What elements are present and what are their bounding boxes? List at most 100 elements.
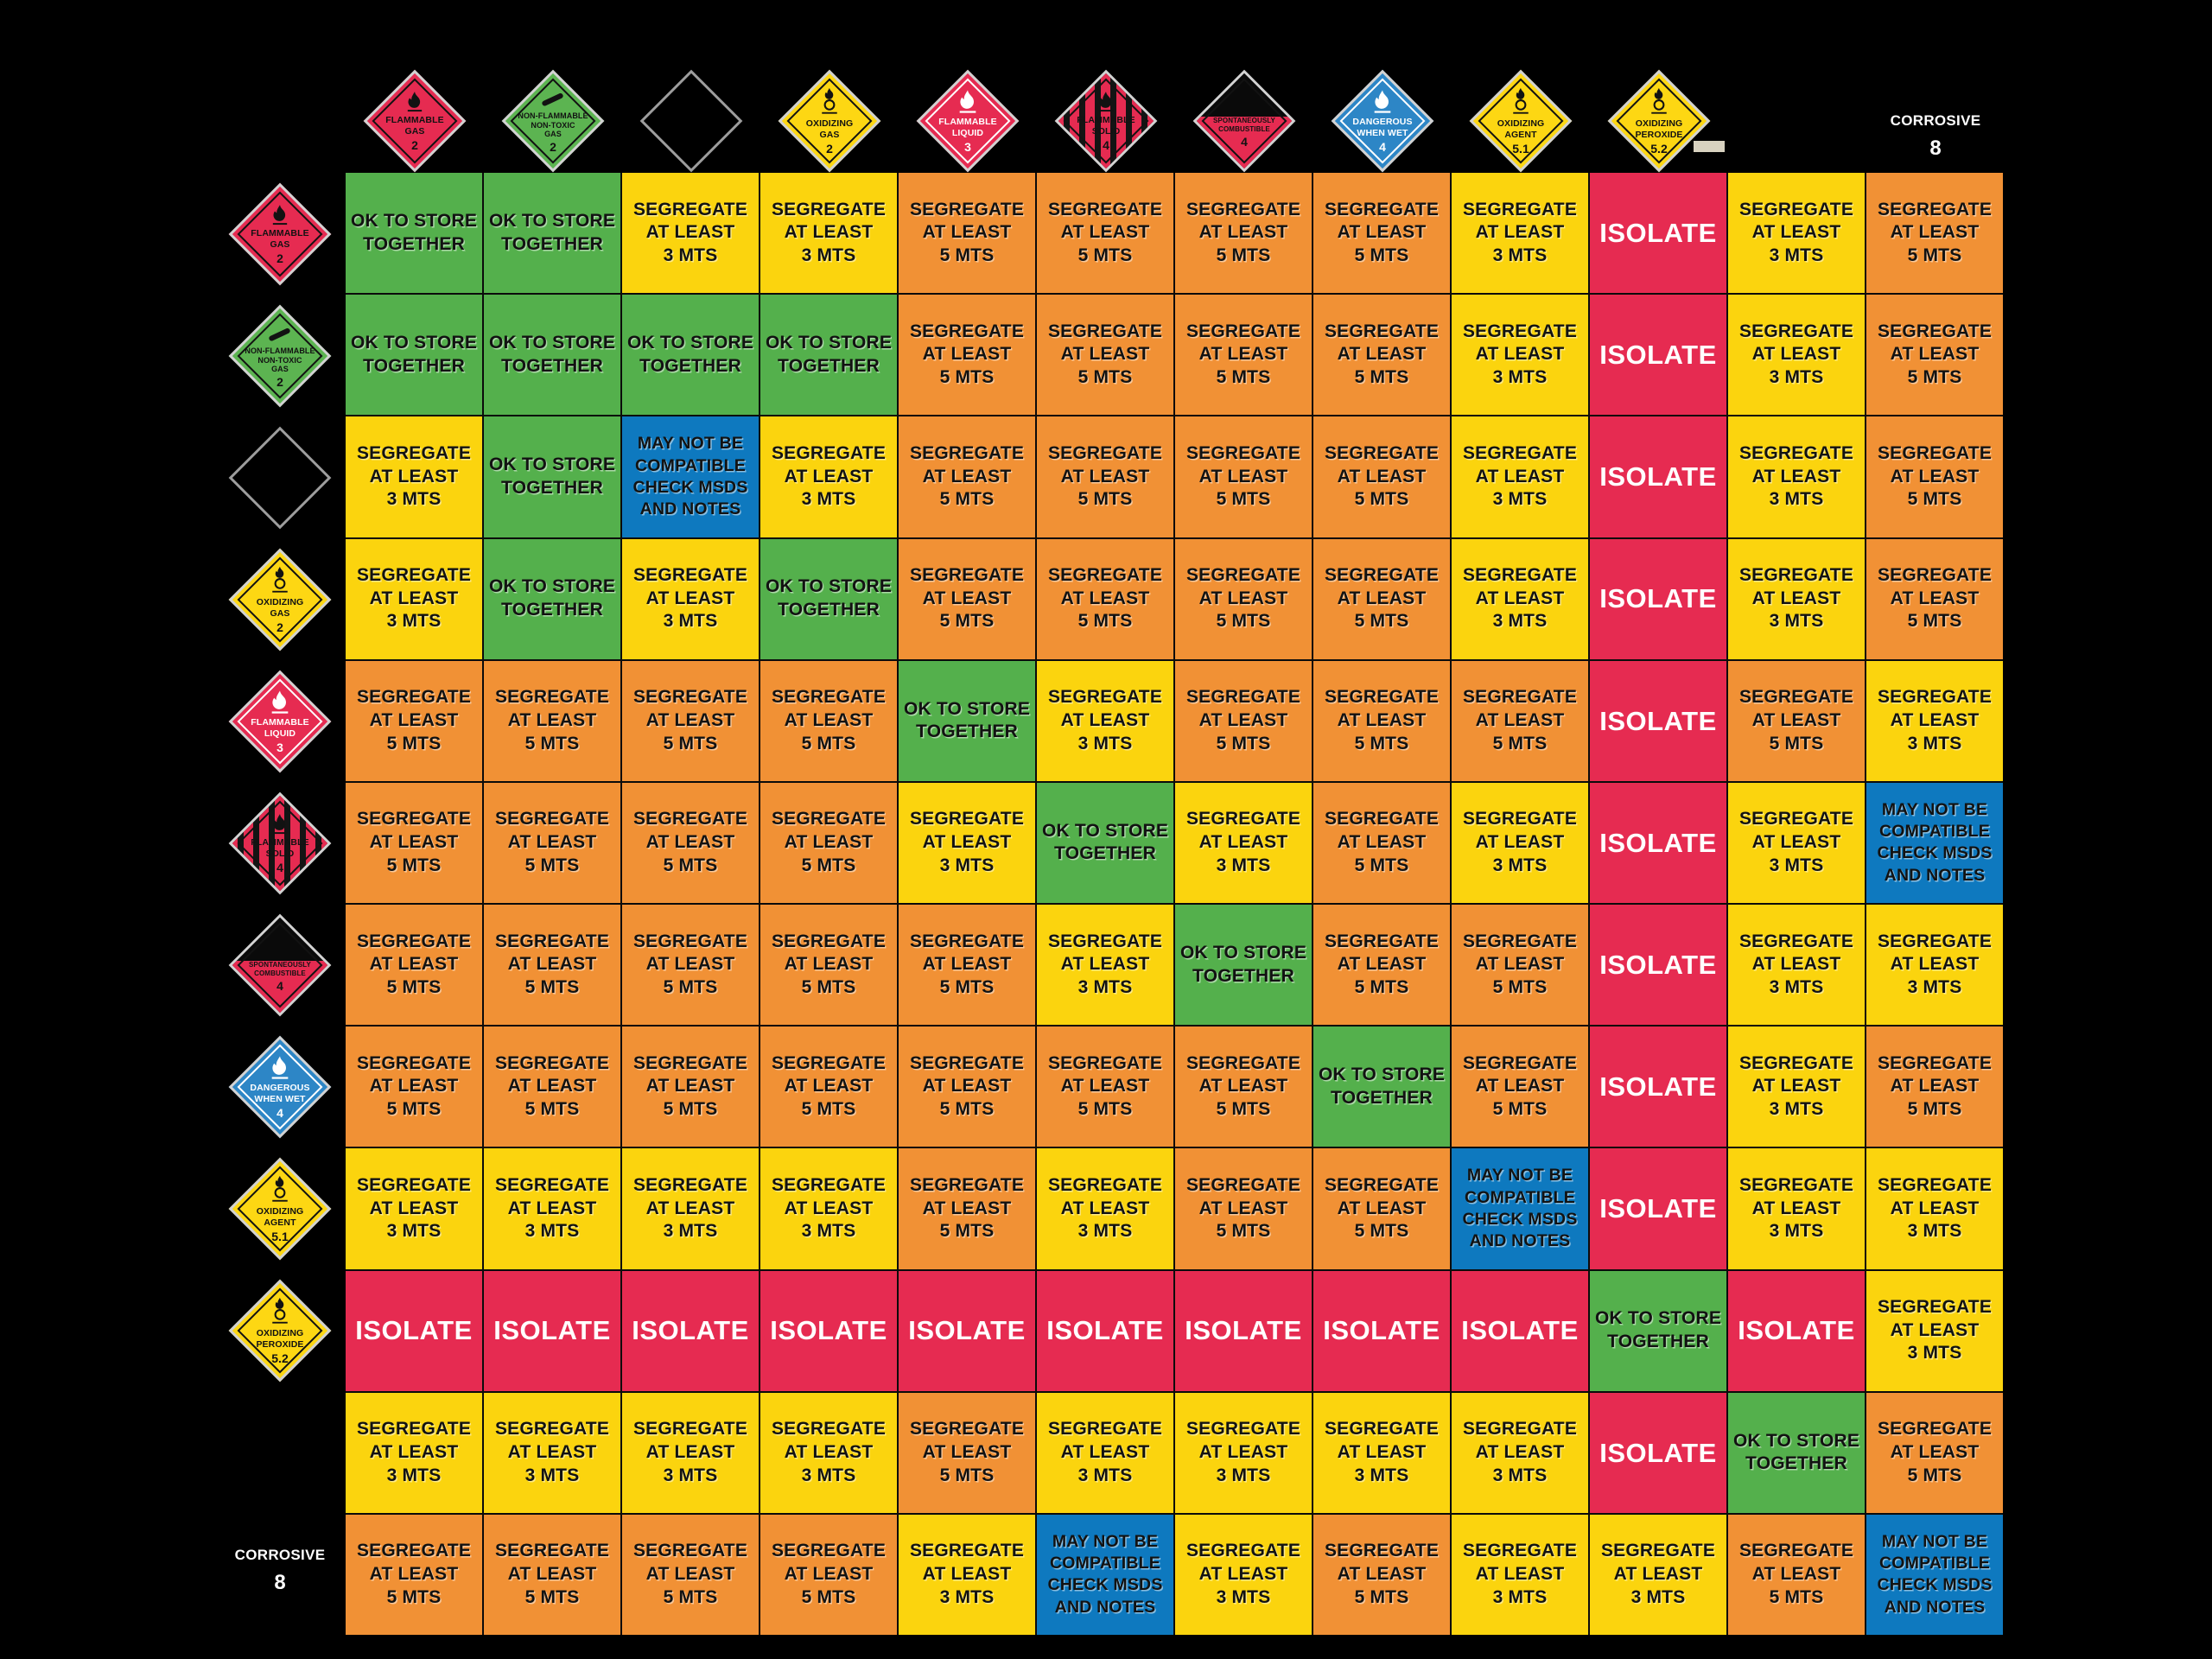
cell-r1c11-segregate-at-least-3-mts: SEGREGATE AT LEAST 3 MTS [1728,173,1865,294]
cell-r2c2-ok-to-store-together: OK TO STORE TOGETHER [484,295,620,416]
placard-class-number: 2 [826,141,833,156]
placard-face: NON-FLAMMABLE NON-TOXIC GAS 2 [229,304,332,407]
cell-r7c5-segregate-at-least-5-mts: SEGREGATE AT LEAST 5 MTS [899,905,1035,1026]
corrosive-label: CORROSIVE [1890,112,1981,129]
placard-label: OXIDIZING GAS [256,596,304,619]
placard-face: FLAMMABLE GAS 2 [229,182,332,285]
column-placard-oxidizing-agent: OXIDIZING AGENT 5.1 [1469,69,1573,173]
cell-r9c10-isolate: ISOLATE [1590,1148,1726,1269]
cell-r6c7-segregate-at-least-3-mts: SEGREGATE AT LEAST 3 MTS [1175,782,1312,903]
cell-r5c7-segregate-at-least-5-mts: SEGREGATE AT LEAST 5 MTS [1175,660,1312,781]
row-placard-flammable-liquid: FLAMMABLE LIQUID 3 [228,670,332,772]
cell-r6c1-segregate-at-least-5-mts: SEGREGATE AT LEAST 5 MTS [346,782,482,903]
cell-r1c9-segregate-at-least-3-mts: SEGREGATE AT LEAST 3 MTS [1452,173,1588,294]
flame-over-circle-icon [272,1297,288,1324]
cell-r3c12-segregate-at-least-5-mts: SEGREGATE AT LEAST 5 MTS [1866,416,2003,537]
cell-r6c11-segregate-at-least-3-mts: SEGREGATE AT LEAST 3 MTS [1728,782,1865,903]
placard-label: FLAMMABLE GAS [251,227,309,250]
cell-r7c12-segregate-at-least-3-mts: SEGREGATE AT LEAST 3 MTS [1866,905,2003,1026]
cell-r5c5-ok-to-store-together: OK TO STORE TOGETHER [899,660,1035,781]
cell-r3c11-segregate-at-least-3-mts: SEGREGATE AT LEAST 3 MTS [1728,416,1865,537]
row-placard-oxidizing-gas: OXIDIZING GAS 2 [228,548,332,651]
cell-r4c1-segregate-at-least-3-mts: SEGREGATE AT LEAST 3 MTS [346,538,482,659]
segregation-matrix: OK TO STORE TOGETHER OK TO STORE TOGETHER SE… [346,173,2003,1635]
column-placard-spontaneously-combustible: SPONTANEOUSLY COMBUSTIBLE 4 [1192,69,1296,173]
cell-r8c5-segregate-at-least-5-mts: SEGREGATE AT LEAST 5 MTS [899,1027,1035,1147]
placard-face: FLAMMABLE LIQUID 3 [917,70,1020,173]
gas-cylinder-icon [269,327,290,340]
cell-r12c2-segregate-at-least-5-mts: SEGREGATE AT LEAST 5 MTS [484,1514,620,1635]
cell-r3c4-segregate-at-least-3-mts: SEGREGATE AT LEAST 3 MTS [760,416,897,537]
cell-r9c3-segregate-at-least-3-mts: SEGREGATE AT LEAST 3 MTS [622,1148,759,1269]
cell-r11c4-segregate-at-least-3-mts: SEGREGATE AT LEAST 3 MTS [760,1392,897,1513]
cell-r1c10-isolate: ISOLATE [1590,173,1726,294]
cell-r10c12-segregate-at-least-3-mts: SEGREGATE AT LEAST 3 MTS [1866,1270,2003,1391]
cell-r5c10-isolate: ISOLATE [1590,660,1726,781]
cell-r10c9-isolate: ISOLATE [1452,1270,1588,1391]
placard-face: OXIDIZING PEROXIDE 5.2 [229,1279,332,1382]
cell-r3c8-segregate-at-least-5-mts: SEGREGATE AT LEAST 5 MTS [1313,416,1450,537]
placard-face: OXIDIZING PEROXIDE 5.2 [1608,70,1711,173]
column-placard-oxidizing-peroxide: OXIDIZING PEROXIDE 5.2 [1607,69,1711,173]
placard-label: OXIDIZING PEROXIDE [1635,118,1683,140]
cell-r4c6-segregate-at-least-5-mts: SEGREGATE AT LEAST 5 MTS [1037,538,1173,659]
column-placard-blank-black-placard [639,69,743,173]
cell-r5c11-segregate-at-least-5-mts: SEGREGATE AT LEAST 5 MTS [1728,660,1865,781]
cell-r4c2-ok-to-store-together: OK TO STORE TOGETHER [484,538,620,659]
cell-r10c2-isolate: ISOLATE [484,1270,620,1391]
cell-r1c4-segregate-at-least-3-mts: SEGREGATE AT LEAST 3 MTS [760,173,897,294]
cell-r1c5-segregate-at-least-5-mts: SEGREGATE AT LEAST 5 MTS [899,173,1035,294]
placard-class-number: 4 [1241,134,1248,149]
flame-over-circle-icon [822,88,837,115]
cell-r7c3-segregate-at-least-5-mts: SEGREGATE AT LEAST 5 MTS [622,905,759,1026]
row-placard-spontaneously-combustible: SPONTANEOUSLY COMBUSTIBLE 4 [228,913,332,1016]
cell-r12c8-segregate-at-least-5-mts: SEGREGATE AT LEAST 5 MTS [1313,1514,1450,1635]
cell-r12c7-segregate-at-least-3-mts: SEGREGATE AT LEAST 3 MTS [1175,1514,1312,1635]
cell-r9c5-segregate-at-least-5-mts: SEGREGATE AT LEAST 5 MTS [899,1148,1035,1269]
cell-r7c4-segregate-at-least-5-mts: SEGREGATE AT LEAST 5 MTS [760,905,897,1026]
flame-over-circle-icon [1651,88,1667,115]
flame-over-circle-icon [272,566,288,593]
flame-icon [1098,92,1114,112]
flame-over-circle-icon [272,1175,288,1202]
cell-r12c1-segregate-at-least-5-mts: SEGREGATE AT LEAST 5 MTS [346,1514,482,1635]
flame-icon [272,814,288,834]
gas-cylinder-icon [542,92,563,106]
flame-icon [271,1056,289,1079]
flame-icon [272,205,288,225]
placard-face: DANGEROUS WHEN WET 4 [1332,70,1434,173]
placard-label: OXIDIZING PEROXIDE [256,1327,304,1350]
cell-r2c11-segregate-at-least-3-mts: SEGREGATE AT LEAST 3 MTS [1728,295,1865,416]
cell-r9c8-segregate-at-least-5-mts: SEGREGATE AT LEAST 5 MTS [1313,1148,1450,1269]
cell-r2c8-segregate-at-least-5-mts: SEGREGATE AT LEAST 5 MTS [1313,295,1450,416]
corrosive-class-number: 8 [274,1571,286,1594]
placard-face: OXIDIZING GAS 2 [229,548,332,651]
corrosive-label: CORROSIVE [234,1547,326,1563]
row-placard-flammable-gas: FLAMMABLE GAS 2 [228,182,332,285]
placard-class-number: 3 [276,740,283,754]
cell-r8c1-segregate-at-least-5-mts: SEGREGATE AT LEAST 5 MTS [346,1027,482,1147]
cell-r8c8-ok-to-store-together: OK TO STORE TOGETHER [1313,1027,1450,1147]
cell-r9c2-segregate-at-least-3-mts: SEGREGATE AT LEAST 3 MTS [484,1148,620,1269]
cell-r12c11-segregate-at-least-5-mts: SEGREGATE AT LEAST 5 MTS [1728,1514,1865,1635]
placard-label: FLAMMABLE GAS [385,115,444,137]
cell-r6c6-ok-to-store-together: OK TO STORE TOGETHER [1037,782,1173,903]
placard-label: FLAMMABLE LIQUID [938,117,997,138]
placard-class-number: 5.1 [271,1229,289,1243]
cell-r9c7-segregate-at-least-5-mts: SEGREGATE AT LEAST 5 MTS [1175,1148,1312,1269]
placard-face: FLAMMABLE SOLID 4 [1054,69,1158,173]
placard-class-number: 2 [550,140,556,155]
cell-r12c5-segregate-at-least-3-mts: SEGREGATE AT LEAST 3 MTS [899,1514,1035,1635]
cell-r4c3-segregate-at-least-3-mts: SEGREGATE AT LEAST 3 MTS [622,538,759,659]
cell-r12c9-segregate-at-least-3-mts: SEGREGATE AT LEAST 3 MTS [1452,1514,1588,1635]
cell-r4c11-segregate-at-least-3-mts: SEGREGATE AT LEAST 3 MTS [1728,538,1865,659]
cell-r6c10-isolate: ISOLATE [1590,782,1726,903]
row-placard-non-flammable-non-toxic-gas: NON-FLAMMABLE NON-TOXIC GAS 2 [228,304,332,407]
cell-r5c12-segregate-at-least-3-mts: SEGREGATE AT LEAST 3 MTS [1866,660,2003,781]
cell-r10c1-isolate: ISOLATE [346,1270,482,1391]
cell-r8c7-segregate-at-least-5-mts: SEGREGATE AT LEAST 5 MTS [1175,1027,1312,1147]
row-placard-dangerous-when-wet: DANGEROUS WHEN WET 4 [228,1035,332,1138]
cell-r2c9-segregate-at-least-3-mts: SEGREGATE AT LEAST 3 MTS [1452,295,1588,416]
placard-class-number: 2 [276,620,283,634]
cell-r10c4-isolate: ISOLATE [760,1270,897,1391]
